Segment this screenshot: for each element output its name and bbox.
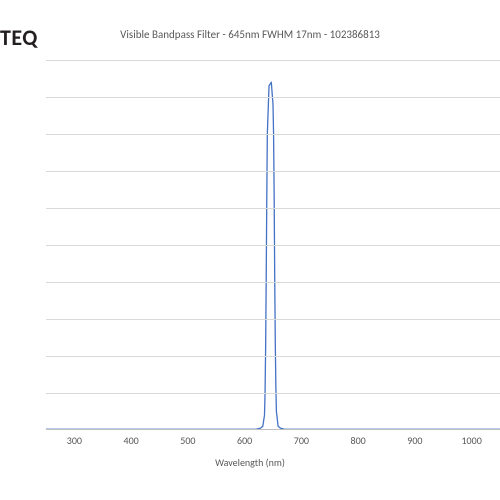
x-axis: 3004005006007008009001000 (46, 429, 500, 430)
x-axis-label: Wavelength (nm) (215, 456, 285, 469)
x-tick: 500 (180, 434, 195, 447)
gridline (46, 60, 500, 61)
gridline (46, 282, 500, 283)
x-tick: 800 (351, 434, 366, 447)
plot-wrap: 3004005006007008009001000 (46, 60, 500, 430)
chart-title: Visible Bandpass Filter - 645nm FWHM 17n… (120, 28, 380, 41)
gridline (46, 97, 500, 98)
gridline (46, 245, 500, 246)
gridline (46, 134, 500, 135)
brand-logo: TEQ (0, 24, 38, 51)
gridline (46, 356, 500, 357)
gridline (46, 393, 500, 394)
x-tick: 600 (237, 434, 252, 447)
chart-page: TEQ Visible Bandpass Filter - 645nm FWHM… (0, 0, 500, 500)
gridline (46, 171, 500, 172)
x-tick: 300 (67, 434, 82, 447)
gridline (46, 208, 500, 209)
gridline (46, 319, 500, 320)
x-tick: 700 (294, 434, 309, 447)
x-tick: 900 (407, 434, 422, 447)
x-tick: 1000 (461, 434, 481, 447)
plot-area: 3004005006007008009001000 (46, 60, 500, 430)
x-tick: 400 (124, 434, 139, 447)
